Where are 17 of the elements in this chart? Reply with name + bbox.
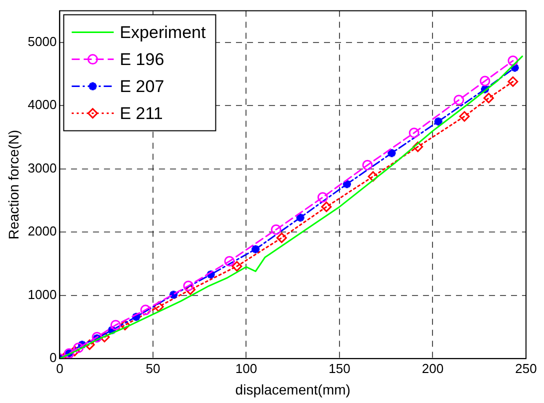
y-tick-label: 1000 xyxy=(28,286,57,302)
x-tick-label: 200 xyxy=(422,360,444,376)
y-tick-label: 2000 xyxy=(28,224,57,239)
y-tick-label: 5000 xyxy=(28,34,57,49)
y-tick-label: 3000 xyxy=(28,160,57,176)
y-tick-label: 0 xyxy=(49,350,57,366)
y-axis-title: Reaction force(N) xyxy=(5,130,22,240)
x-tick-label: 250 xyxy=(515,360,537,376)
y-tick-label: 4000 xyxy=(28,97,57,112)
x-tick-label: 50 xyxy=(146,360,160,376)
x-tick-label: 100 xyxy=(235,360,258,376)
x-tick-label: 150 xyxy=(328,360,350,376)
x-axis-title: displacement(mm) xyxy=(235,381,350,398)
legend-label: E 207 xyxy=(120,76,164,96)
legend-label: Experiment xyxy=(120,22,206,42)
legend-label: E 196 xyxy=(120,50,164,69)
legend-label: E 211 xyxy=(120,104,163,123)
